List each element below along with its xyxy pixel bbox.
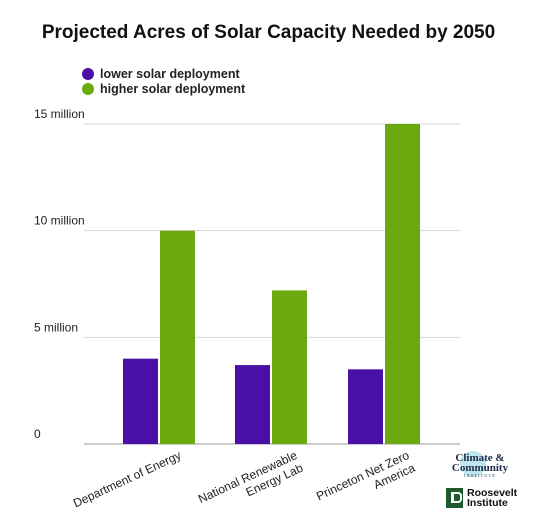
ri-line2: Institute [467,497,508,509]
ccc-line1: Climate & [455,452,505,464]
chart-title: Projected Acres of Solar Capacity Needed… [41,22,496,43]
ri-line1: Roosevelt [467,487,518,499]
ccc-line3: INSTITUTE [464,473,496,478]
x-category-label-2: Princeton Net ZeroAmerica [314,448,417,515]
y-tick-label-1: 5 million [34,320,78,334]
legend-item-lower: lower solar deployment [82,66,240,82]
bar-higher-0 [160,230,195,444]
legend-label-higher: higher solar deployment [100,82,246,96]
bar-lower-2 [348,369,383,444]
legend-label-lower: lower solar deployment [100,67,240,81]
roosevelt-institute-logo: Roosevelt Institute [446,487,517,509]
bar-higher-1 [272,290,307,444]
bar-lower-0 [123,358,158,444]
legend-swatch-higher [82,83,94,95]
y-tick-label-2: 10 million [34,214,85,228]
y-tick-label-3: 15 million [34,107,85,121]
climate-community-logo-text: Climate & Community INSTITUTE [448,453,512,479]
x-category-label-0: Department of Energy [71,448,183,510]
x-category-label-1: National RenewableEnergy Lab [196,448,305,515]
bar-higher-2 [385,124,420,444]
ccc-line2: Community [451,462,509,474]
climate-community-logo: Climate & Community INSTITUTE [448,451,512,479]
bar-lower-1 [235,365,270,444]
roosevelt-logo-text: Roosevelt Institute [467,487,518,509]
climate-community-logo-circle [460,451,486,477]
y-tick-label-0: 0 [34,427,41,441]
legend-swatch-lower [82,68,94,80]
legend-item-higher: higher solar deployment [82,81,245,97]
roosevelt-r-icon [446,488,463,508]
